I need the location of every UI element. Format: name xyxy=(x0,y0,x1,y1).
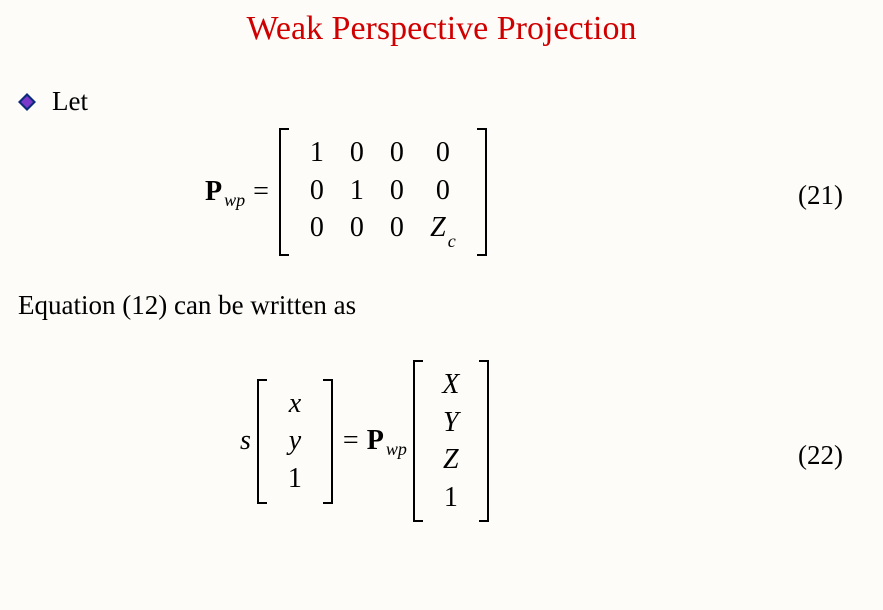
slide: { "title": "Weak Perspective Projection"… xyxy=(0,0,883,610)
eq21-sub: wp xyxy=(224,190,245,211)
m23: Zc xyxy=(417,209,469,250)
m11: 1 xyxy=(337,172,377,210)
m01: 0 xyxy=(337,134,377,172)
eq21-matrix: 1 0 0 0 0 1 0 0 0 0 0 Zc xyxy=(279,128,487,256)
lv2: 1 xyxy=(275,460,315,498)
rv0: X xyxy=(431,366,471,404)
rv1: Y xyxy=(431,404,471,442)
eq22-P: P xyxy=(367,425,384,457)
eq21-equals: = xyxy=(245,176,277,208)
mid-text: Equation (12) can be written as xyxy=(18,290,356,321)
eq22-scalar: s xyxy=(240,425,255,457)
equation-22: s x y 1 = P wp X Y Z 1 xyxy=(0,360,883,522)
m12: 0 xyxy=(377,172,417,210)
lv0: x xyxy=(275,385,315,423)
eq22-sub: wp xyxy=(386,439,407,460)
m13: 0 xyxy=(417,172,469,210)
rv3: 1 xyxy=(431,479,471,517)
eq21-number: (21) xyxy=(798,180,843,211)
eq22-number: (22) xyxy=(798,440,843,471)
eq22-equals: = xyxy=(335,425,367,457)
equation-21: P wp = 1 0 0 0 0 1 0 0 xyxy=(0,128,883,256)
bullet-row: Let xyxy=(18,86,88,117)
m02: 0 xyxy=(377,134,417,172)
slide-title: Weak Perspective Projection xyxy=(0,10,883,48)
diamond-bullet-icon xyxy=(18,93,36,111)
m03: 0 xyxy=(417,134,469,172)
m20: 0 xyxy=(297,209,337,250)
eq22-lhs-vec: x y 1 xyxy=(257,379,333,504)
m00: 1 xyxy=(297,134,337,172)
m21: 0 xyxy=(337,209,377,250)
rv2: Z xyxy=(431,441,471,479)
m10: 0 xyxy=(297,172,337,210)
m22: 0 xyxy=(377,209,417,250)
lv1: y xyxy=(275,422,315,460)
eq21-P: P xyxy=(205,176,222,208)
eq22-rhs-vec: X Y Z 1 xyxy=(413,360,489,522)
bullet-text: Let xyxy=(52,86,88,117)
